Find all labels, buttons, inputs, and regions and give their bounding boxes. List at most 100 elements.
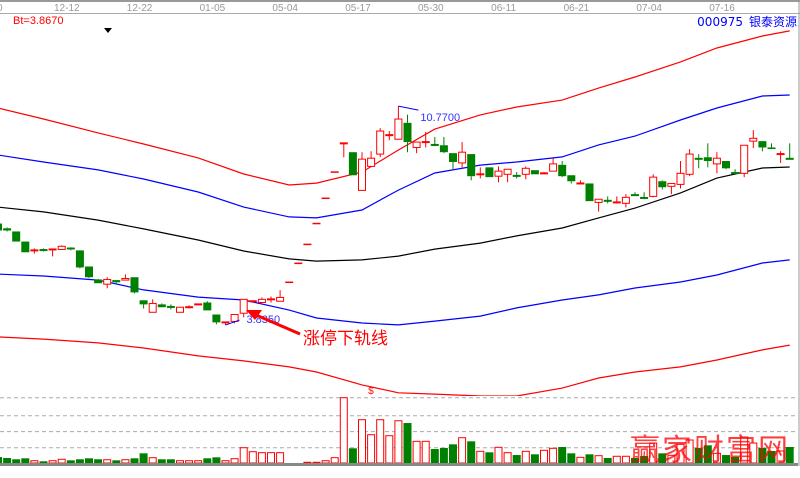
- candle-body-down: [130, 277, 139, 293]
- candle: [394, 106, 403, 140]
- volume-bar: [3, 457, 12, 463]
- candle-body-down: [3, 228, 12, 231]
- candle: [594, 198, 603, 212]
- candle: [267, 296, 275, 303]
- date-axis: 0 12-12 12-22 01-05 05-04 05-17 05-30 06-11 06-2…: [0, 0, 800, 14]
- volume-bars: [0, 397, 794, 464]
- volume-bar: [94, 459, 103, 463]
- volume-bar: [148, 457, 157, 464]
- volume-bar: [694, 447, 703, 463]
- volume-bar: [203, 458, 212, 463]
- date-tick-label: 12-12: [54, 3, 80, 14]
- volume-bar: [348, 448, 357, 463]
- candle: [703, 143, 712, 168]
- candle-body-down: [758, 141, 767, 148]
- candle-body-down: [530, 170, 539, 175]
- volume-bar: [75, 459, 84, 463]
- candle: [176, 306, 184, 313]
- candle-body-down: [75, 250, 84, 268]
- volume-bar: [394, 420, 403, 464]
- candle: [348, 152, 357, 176]
- candle-body-up: [239, 298, 248, 314]
- volume-bar: [458, 437, 467, 464]
- date-tick-label: 07-04: [636, 3, 662, 14]
- candle: [30, 248, 39, 254]
- volume-bar: [585, 454, 594, 463]
- volume-bar: [21, 458, 30, 463]
- candle: [722, 161, 730, 170]
- candle: [558, 161, 567, 178]
- candle: [612, 196, 621, 204]
- candle-body-down: [212, 314, 221, 323]
- date-tick-label: 06-11: [491, 3, 516, 14]
- candle: [12, 231, 21, 242]
- volume-bar: [12, 459, 21, 463]
- candle: [758, 141, 767, 152]
- candle: [3, 227, 12, 232]
- volume-bar: [558, 447, 567, 463]
- candle-body-up: [749, 137, 758, 142]
- volume-bar: [66, 460, 75, 463]
- triangle-down-icon[interactable]: [104, 28, 112, 33]
- candle-body-up: [549, 163, 558, 172]
- stock-title: 000975 银泰资源: [691, 13, 797, 30]
- volume-bar: [540, 449, 548, 464]
- candle-body-up: [103, 278, 112, 285]
- candle: [731, 169, 740, 175]
- candle: [467, 154, 476, 181]
- candle-body-up: [376, 130, 385, 155]
- candle-body-down: [94, 279, 103, 284]
- upper-inner-band-line: [0, 94, 790, 219]
- volume-bar: [230, 458, 239, 464]
- volume-bar: [276, 452, 285, 464]
- candle: [530, 170, 539, 175]
- volume-bar: [385, 435, 394, 464]
- candle-body-up: [276, 296, 285, 302]
- candle: [740, 144, 749, 178]
- candle: [421, 131, 430, 148]
- candle-body-down: [449, 153, 457, 162]
- date-tick-label: 12-22: [127, 3, 153, 14]
- volume-bar: [631, 457, 639, 463]
- volume-bar: [157, 459, 166, 463]
- candle: [367, 151, 376, 167]
- volume-bar: [421, 440, 430, 464]
- candle: [339, 142, 348, 158]
- volume-bar: [722, 455, 730, 463]
- volume-bar: [567, 453, 576, 463]
- date-tick-label: 01-05: [200, 3, 226, 14]
- candles: [0, 106, 794, 326]
- candle-body-down: [403, 122, 412, 143]
- candle-body-down: [585, 183, 594, 202]
- candle: [148, 299, 157, 313]
- candle-body-down: [348, 152, 357, 176]
- volume-bar: [330, 457, 339, 464]
- volume-bar: [767, 450, 776, 463]
- candle: [139, 300, 148, 309]
- lower-inner-band-line: [0, 259, 790, 326]
- volume-bar: [376, 419, 385, 464]
- volume-bar: [731, 456, 740, 463]
- volume-bar: [85, 458, 93, 463]
- volume-bar: [603, 457, 612, 463]
- candle-body-up: [649, 176, 658, 197]
- candle-body-up: [667, 182, 676, 187]
- candle: [439, 137, 448, 154]
- candle-body-up: [503, 168, 512, 175]
- volume-bar: [703, 445, 712, 463]
- candle: [48, 248, 57, 257]
- lower-outer-band-line: [0, 336, 790, 397]
- candle: [458, 142, 467, 168]
- volume-bar: [39, 461, 48, 463]
- candle-body-down: [157, 304, 166, 308]
- candle: [385, 131, 394, 141]
- candle-body-down: [12, 231, 21, 242]
- volume-bar: [321, 460, 330, 464]
- candle: [676, 161, 685, 189]
- candle-body-down: [85, 266, 93, 278]
- candle: [712, 152, 721, 174]
- volume-bar: [221, 460, 230, 464]
- candle: [412, 141, 421, 154]
